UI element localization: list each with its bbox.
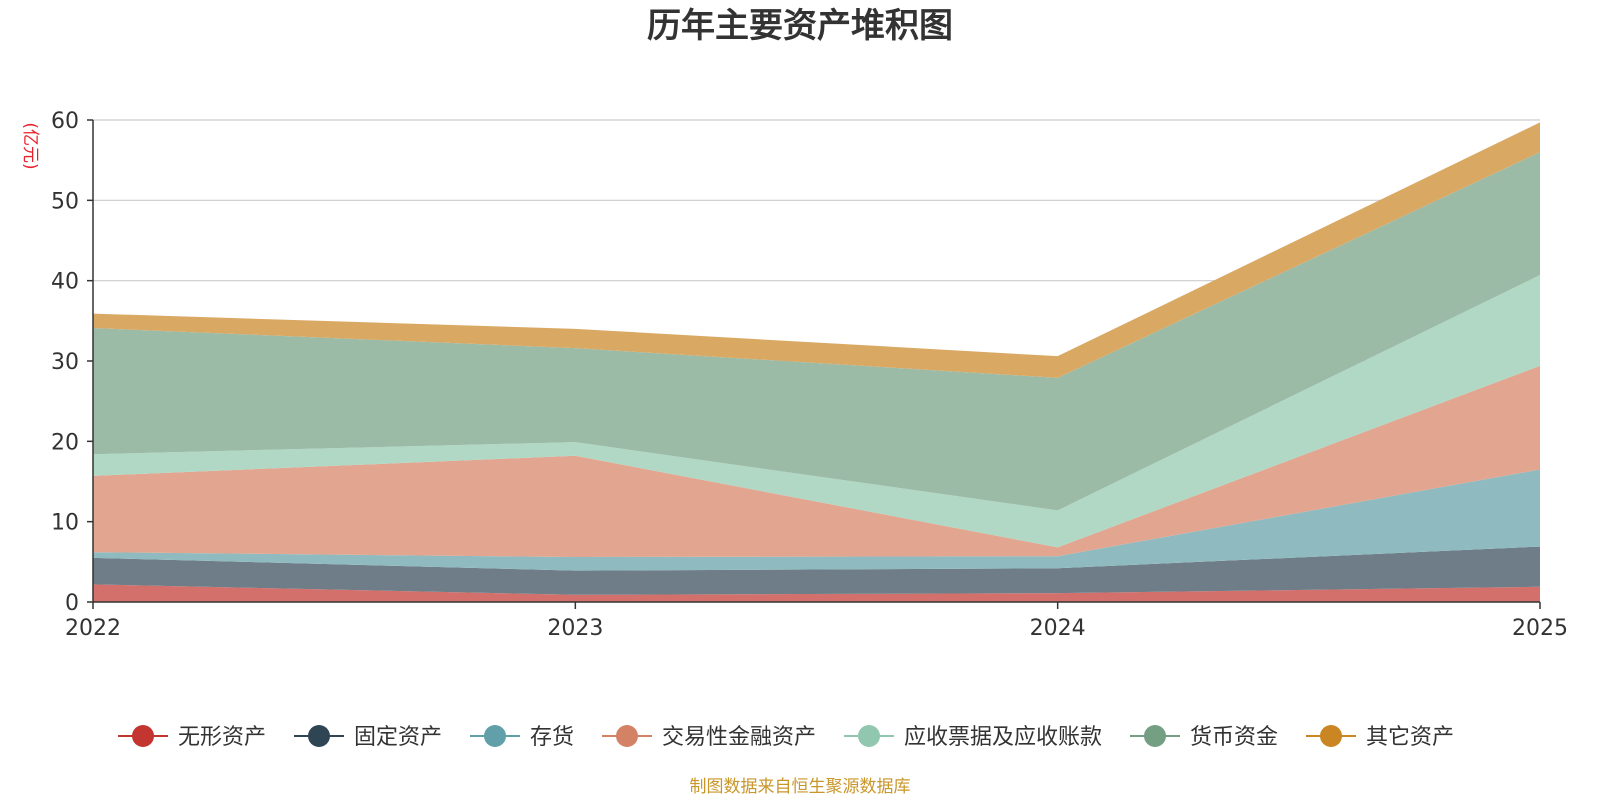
legend-label-4: 应收票据及应收账款 xyxy=(904,725,1102,750)
x-axis-ticks: 2022 2023 2024 2025 xyxy=(65,602,1568,641)
y-tick-label-30: 30 xyxy=(51,350,79,375)
legend-item-4[interactable]: 应收票据及应收账款 xyxy=(844,725,1102,750)
y-axis-unit-label: (亿元) xyxy=(20,122,40,169)
legend-label-2: 存货 xyxy=(530,725,574,750)
area-series-6[interactable] xyxy=(93,122,1540,378)
source-note: 制图数据来自恒生聚源数据库 xyxy=(690,777,911,797)
legend-marker-4 xyxy=(858,725,880,747)
legend-marker-3 xyxy=(616,725,638,747)
legend-item-1[interactable]: 固定资产 xyxy=(294,725,442,750)
area-series-0[interactable] xyxy=(93,584,1540,602)
area-series-1[interactable] xyxy=(93,546,1540,595)
legend-marker-2 xyxy=(484,725,506,747)
legend-marker-0 xyxy=(132,725,154,747)
y-tick-label-60: 60 xyxy=(51,109,79,134)
y-tick-label-40: 40 xyxy=(51,270,79,295)
legend-marker-5 xyxy=(1144,725,1166,747)
x-tick-label-2023: 2023 xyxy=(547,616,603,641)
area-series-4[interactable] xyxy=(93,275,1540,548)
chart-title: 历年主要资产堆积图 xyxy=(647,6,953,46)
legend-item-0[interactable]: 无形资产 xyxy=(118,725,266,750)
y-tick-label-10: 10 xyxy=(51,511,79,536)
area-series-2[interactable] xyxy=(93,469,1540,571)
legend[interactable]: 无形资产 固定资产 存货 交易性金融资产 应收票据及应收账款 货币资金 其它资产 xyxy=(118,725,1454,750)
legend-label-3: 交易性金融资产 xyxy=(662,725,816,750)
area-series-3[interactable] xyxy=(93,365,1540,558)
area-series xyxy=(93,122,1540,602)
y-tick-label-50: 50 xyxy=(51,189,79,214)
legend-label-1: 固定资产 xyxy=(354,725,442,750)
y-tick-label-20: 20 xyxy=(51,430,79,455)
legend-item-5[interactable]: 货币资金 xyxy=(1130,725,1278,750)
x-tick-label-2022: 2022 xyxy=(65,616,121,641)
x-tick-label-2024: 2024 xyxy=(1030,616,1086,641)
y-tick-label-0: 0 xyxy=(65,591,79,616)
y-axis-ticks: 0 10 20 30 40 50 60 xyxy=(51,109,93,616)
legend-label-5: 货币资金 xyxy=(1190,725,1278,750)
x-tick-label-2025: 2025 xyxy=(1512,616,1568,641)
legend-marker-6 xyxy=(1320,725,1342,747)
legend-marker-1 xyxy=(308,725,330,747)
legend-item-6[interactable]: 其它资产 xyxy=(1306,725,1454,750)
legend-label-0: 无形资产 xyxy=(178,725,266,750)
area-series-5[interactable] xyxy=(93,152,1540,511)
legend-item-3[interactable]: 交易性金融资产 xyxy=(602,725,816,750)
legend-label-6: 其它资产 xyxy=(1366,725,1454,750)
legend-item-2[interactable]: 存货 xyxy=(470,725,574,750)
